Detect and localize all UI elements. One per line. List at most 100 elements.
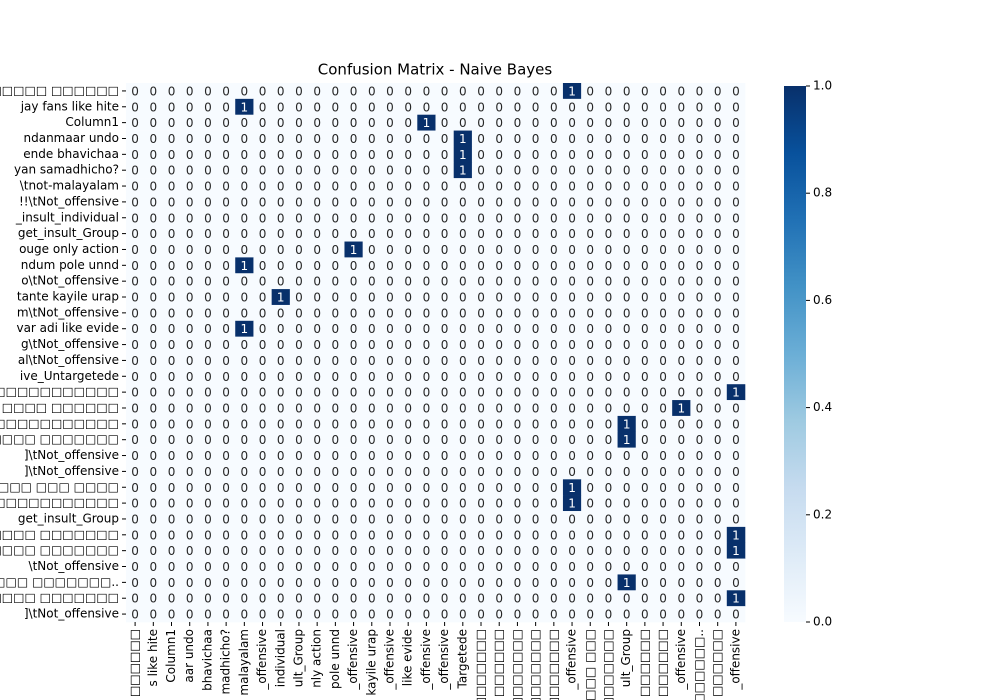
x-tick-label: Column1 [164,629,178,683]
heatmap-cell [653,241,673,258]
cell-label: 0 [350,338,358,352]
cell-label: 0 [495,481,503,495]
heatmap-cell [217,178,236,195]
cell-label: 0 [168,497,176,511]
cell-label: 0 [332,417,340,431]
cell-label: 0 [186,195,194,209]
cell-label: 0 [241,433,249,447]
cell-label: 0 [732,354,740,368]
cell-label: 0 [659,433,667,447]
cell-label: 0 [659,512,667,526]
cell-label: 0 [295,592,303,606]
cell-label: 0 [259,132,267,146]
cell-label: 0 [368,164,376,178]
cell-label: 0 [332,576,340,590]
cell-label: 0 [459,227,467,241]
cell-label: 0 [441,608,449,622]
cell-label: 0 [131,148,139,162]
cell-label: 0 [495,338,503,352]
heatmap-cell [471,114,491,131]
cell-label: 0 [186,433,194,447]
cell-label: 0 [313,291,321,305]
cell-label: 0 [204,576,212,590]
cell-label: 0 [222,180,230,194]
cell-label: 0 [550,370,558,384]
cell-label: 0 [586,180,594,194]
cell-label: 0 [404,275,412,289]
cell-label: 0 [568,544,576,558]
cell-label: 0 [186,592,194,606]
cell-label: 0 [186,338,194,352]
cell-label: 0 [241,180,249,194]
cell-label: 0 [495,322,503,336]
heatmap-cell [344,336,363,353]
cell-label: 0 [659,560,667,574]
cell-label: 0 [149,528,157,542]
cell-label: 0 [386,576,394,590]
heatmap-cell [471,320,491,337]
cell-label: 0 [495,576,503,590]
heatmap-cell [453,368,473,385]
cell-label: 0 [368,180,376,194]
cell-label: 0 [295,497,303,511]
heatmap-cell [544,162,564,179]
y-tick-label: rderil □□□□□□□□□□□ [0,496,119,510]
cell-label: 0 [441,576,449,590]
cell-label: 0 [659,291,667,305]
heatmap-cell [271,130,291,147]
cell-label: 0 [259,84,267,98]
cell-label: 0 [714,528,722,542]
cell-label: 0 [714,512,722,526]
y-tick-label: get_insult_Group [18,226,119,240]
cell-label: 0 [277,180,285,194]
heatmap-cell [417,83,436,100]
heatmap-cell [490,289,509,306]
heatmap-cell [417,336,436,353]
cell-label: 0 [313,576,321,590]
heatmap-cell [271,83,291,100]
cell-label: 0 [350,180,358,194]
cell-label: 0 [677,370,685,384]
cell-label: 0 [368,528,376,542]
cell-label: 0 [313,259,321,273]
heatmap-cell [344,273,363,290]
cell-label: 0 [532,512,540,526]
cell-label: 0 [295,291,303,305]
cell-label: 0 [277,148,285,162]
cell-label: 0 [659,417,667,431]
heatmap-cell [672,352,691,369]
heatmap-cell [217,368,236,385]
cell-label: 0 [495,401,503,415]
cell-label: 0 [550,132,558,146]
cell-label: 0 [623,481,631,495]
cell-label: 0 [149,275,157,289]
cell-label: 0 [550,322,558,336]
heatmap-cell [471,98,491,116]
heatmap-cell [235,257,254,274]
heatmap-cell [362,209,382,226]
cell-label: 0 [586,84,594,98]
cell-label: 0 [441,338,449,352]
cell-label: 1 [623,433,631,447]
cell-label: 0 [714,211,722,225]
heatmap-cell [508,83,527,100]
cell-label: 0 [368,132,376,146]
cell-label: 0 [131,465,139,479]
heatmap-cell [490,257,509,274]
cell-label: 0 [495,512,503,526]
heatmap-cell [126,178,145,195]
cell-label: 0 [332,433,340,447]
heatmap-cell [726,304,746,322]
heatmap-cell [162,352,181,369]
heatmap-cell [399,257,418,274]
heatmap-cell [217,320,236,337]
heatmap-cell [326,209,345,226]
heatmap-cell [144,178,163,195]
cell-label: 0 [259,243,267,257]
cell-label: 0 [295,417,303,431]
cell-label: 0 [550,306,558,320]
heatmap-cell [308,193,327,211]
heatmap-cell [526,257,546,274]
cell-label: 0 [404,100,412,114]
heatmap-cell [690,178,709,195]
